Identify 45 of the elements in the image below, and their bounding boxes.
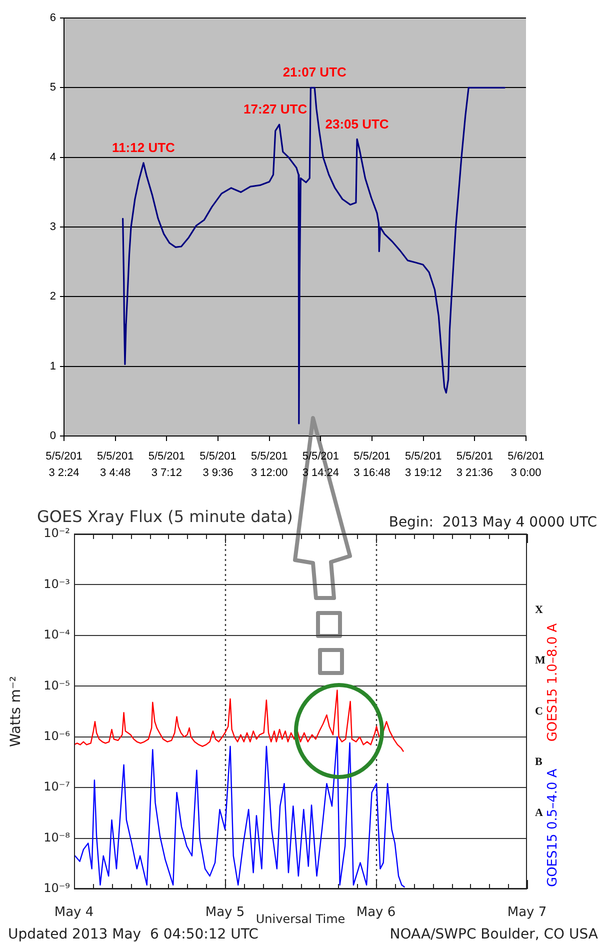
y-tick-label: 0	[50, 430, 56, 442]
annotation: 23:05 UTC	[325, 116, 390, 132]
text: GOES15 1.0–8.0 A	[545, 623, 560, 742]
x-tick-label: May 7	[507, 905, 547, 920]
chart-subtitle: Begin: 2013 May 4 0000 UTC	[388, 514, 598, 531]
y-tick-label: 10⁻⁸	[44, 830, 70, 844]
x-tick-label: 5/5/201 3 2:24	[46, 450, 82, 479]
text: NOAA/SWPC Boulder, CO USA	[390, 926, 598, 942]
x-tick-label: 5/5/201 3 7:12	[148, 450, 186, 479]
x-axis-title: Universal Time	[256, 912, 346, 926]
y-tick-label: 4	[50, 151, 56, 164]
y-tick-label: 10⁻⁴	[44, 628, 70, 642]
y-tick-label: 10⁻⁶	[44, 728, 70, 743]
annotation: 11:12 UTC	[112, 140, 176, 155]
y-tick-label: 1	[50, 360, 56, 372]
y-tick-label: 6	[50, 12, 56, 24]
y-tick-label: 3	[50, 221, 56, 234]
annotation: 21:07 UTC	[282, 64, 348, 80]
chart-title: GOES Xray Flux (5 minute data)	[37, 507, 293, 526]
x-tick-label: 5/5/201 3 12:00	[250, 450, 288, 479]
y-tick-label: 2	[50, 290, 56, 303]
y-tick-label: 10⁻³	[44, 576, 70, 591]
y-axis-title: Watts m⁻²	[8, 676, 24, 747]
text: B	[535, 756, 543, 768]
x-tick-label: May 6	[356, 905, 396, 920]
x-tick-label: 5/5/201 3 19:12	[404, 450, 442, 479]
annotation: 17:27 UTC	[244, 102, 308, 117]
text: GOES15 0.5–4.0 A	[545, 768, 560, 887]
text: C	[535, 705, 543, 718]
y-tick-label: 10⁻⁹	[44, 881, 70, 896]
text: Updated 2013 May 6 04:50:12 UTC	[8, 926, 259, 942]
y-tick-label: 10⁻⁷	[44, 780, 70, 794]
x-tick-label: 5/5/201 3 21:36	[456, 450, 494, 479]
y-tick-label: 10⁻²	[44, 526, 70, 540]
x-tick-label: May 4	[54, 905, 94, 920]
x-tick-label: 5/5/201 3 16:48	[354, 450, 390, 479]
y-tick-label: 10⁻⁵	[44, 678, 70, 692]
x-tick-label: 5/5/201 3 9:36	[200, 450, 236, 479]
x-tick-label: 5/5/201 3 4:48	[96, 450, 134, 479]
x-tick-label: 5/6/201 3 0:00	[508, 450, 544, 479]
y-tick-label: 5	[50, 82, 56, 94]
text: X	[535, 604, 543, 616]
x-tick-label: May 5	[205, 905, 245, 920]
text: A	[535, 806, 543, 819]
text: M	[535, 654, 546, 667]
